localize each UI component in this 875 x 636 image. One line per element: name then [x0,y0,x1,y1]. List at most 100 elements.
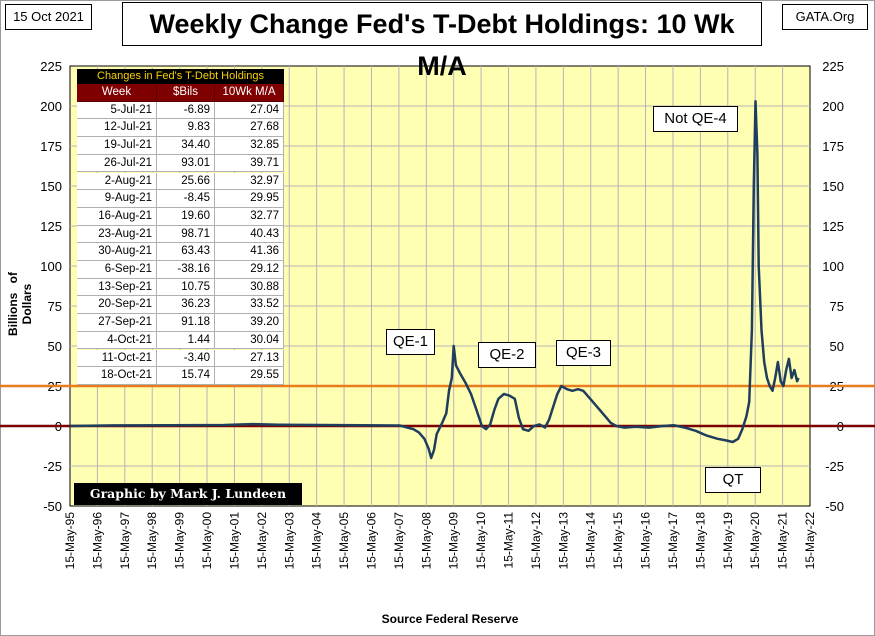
table-cell: 36.23 [157,296,215,315]
x-tick-label: 15-May-11 [502,512,516,569]
x-tick-label: 15-May-06 [364,512,378,570]
table-cell: 19.60 [157,207,215,226]
table-cell: 32.77 [215,207,284,226]
x-tick-label: 15-May-08 [419,512,433,570]
table-row: 16-Aug-21 19.60 32.77 [77,207,284,226]
table-cell: 15.74 [157,367,215,385]
table-row: 26-Jul-21 93.01 39.71 [77,154,284,173]
x-tick-label: 15-May-09 [447,512,461,570]
x-tick-label: 15-May-17 [666,512,680,570]
annotation-qe3: QE-3 [556,340,611,366]
x-tick-label: 15-May-05 [337,512,351,570]
table-cell: 23-Aug-21 [77,225,157,244]
x-tick-label: 15-May-02 [255,512,269,570]
table-title: Changes in Fed's T-Debt Holdings [77,69,284,84]
x-axis-label: Source Federal Reserve [381,612,519,626]
series-line [69,99,800,460]
x-tick-label: 15-May-13 [556,512,570,570]
table-cell: 30.04 [215,331,284,350]
x-tick-label: 15-May-15 [611,512,625,570]
table-cell: 91.18 [157,314,215,332]
y-tick-label-right: 50 [830,339,844,354]
table-row: 30-Aug-21 63.43 41.36 [77,243,284,261]
y-tick-label-left: 100 [40,259,62,274]
x-tick-label: 15-May-21 [776,512,790,570]
table-cell: -6.89 [157,101,215,120]
table-header-row: Week $Bils 10Wk M/A [77,84,284,102]
table-cell: 26-Jul-21 [77,154,157,173]
table-cell: -8.45 [157,190,215,208]
y-tick-label-right: -50 [825,499,844,514]
table-row: 13-Sep-21 10.75 30.88 [77,278,284,297]
y-tick-label-left: 225 [40,59,62,74]
table-header-cell: 10Wk M/A [215,84,284,102]
table-cell: 5-Jul-21 [77,101,157,120]
table-row: 6-Sep-21 -38.16 29.12 [77,261,284,279]
y-tick-label-right: 150 [822,179,844,194]
x-tick-label: 15-May-95 [63,512,77,570]
x-tick-label: 15-May-19 [721,512,735,570]
y-tick-label-right: 175 [822,139,844,154]
source-site-label: GATA.Org [782,4,868,30]
table-row: 27-Sep-21 91.18 39.20 [77,314,284,332]
table-header-cell: $Bils [157,84,215,102]
table-cell: 32.85 [215,137,284,155]
x-tick-label: 15-May-96 [90,512,104,570]
table-cell: 25.66 [157,172,215,191]
table-row: 19-Jul-21 34.40 32.85 [77,137,284,155]
table-header-cell: Week [77,84,157,102]
y-tick-label-left: 125 [40,219,62,234]
table-cell: 18-Oct-21 [77,367,157,385]
y-tick-label-left: 150 [40,179,62,194]
x-tick-label: 15-May-03 [282,512,296,570]
table-row: 20-Sep-21 36.23 33.52 [77,296,284,315]
y-axis-label: Billions of Dollars [6,272,34,336]
table-cell: 29.12 [215,261,284,279]
table-cell: 13-Sep-21 [77,278,157,297]
y-tick-label-left: 200 [40,99,62,114]
y-tick-label-left: 175 [40,139,62,154]
y-tick-label-left: -25 [43,459,62,474]
table-cell: 41.36 [215,243,284,261]
table-cell: 32.97 [215,172,284,191]
table-cell: 16-Aug-21 [77,207,157,226]
table-row: 4-Oct-21 1.44 30.04 [77,331,284,350]
table-row: 5-Jul-21 -6.89 27.04 [77,101,284,120]
x-tick-label: 15-May-20 [748,512,762,570]
x-tick-label: 15-May-22 [803,512,817,570]
table-cell: 93.01 [157,154,215,173]
y-tick-label-right: 125 [822,219,844,234]
table-cell: 27.13 [215,349,284,368]
x-tick-label: 15-May-97 [118,512,132,570]
table-cell: 20-Sep-21 [77,296,157,315]
x-tick-label: 15-May-16 [639,512,653,570]
table-cell: 39.71 [215,154,284,173]
annotation-qt: QT [705,467,761,493]
table-cell: -38.16 [157,261,215,279]
credit-label: Graphic by Mark J. Lundeen [74,483,302,505]
y-tick-label-left: 75 [48,299,62,314]
table-cell: -3.40 [157,349,215,368]
x-tick-label: 15-May-14 [584,512,598,570]
y-tick-label-left: 50 [48,339,62,354]
table-cell: 19-Jul-21 [77,137,157,155]
y-tick-label-right: 75 [830,299,844,314]
table-cell: 27-Sep-21 [77,314,157,332]
y-tick-label-left: -50 [43,499,62,514]
table-cell: 30.88 [215,278,284,297]
table-cell: 10.75 [157,278,215,297]
table-cell: 4-Oct-21 [77,331,157,350]
x-tick-label: 15-May-18 [693,512,707,570]
table-cell: 1.44 [157,331,215,350]
table-cell: 98.71 [157,225,215,244]
y-tick-label-right: 225 [822,59,844,74]
chart-title: Weekly Change Fed's T-Debt Holdings: 10 … [122,2,762,81]
x-tick-label: 15-May-99 [173,512,187,570]
table-cell: 33.52 [215,296,284,315]
table-cell: 40.43 [215,225,284,244]
table-row: 18-Oct-21 15.74 29.55 [77,367,284,385]
y-tick-label-right: -25 [825,459,844,474]
table-cell: 9.83 [157,119,215,138]
x-tick-label: 15-May-12 [529,512,543,570]
x-tick-label: 15-May-04 [310,512,324,570]
